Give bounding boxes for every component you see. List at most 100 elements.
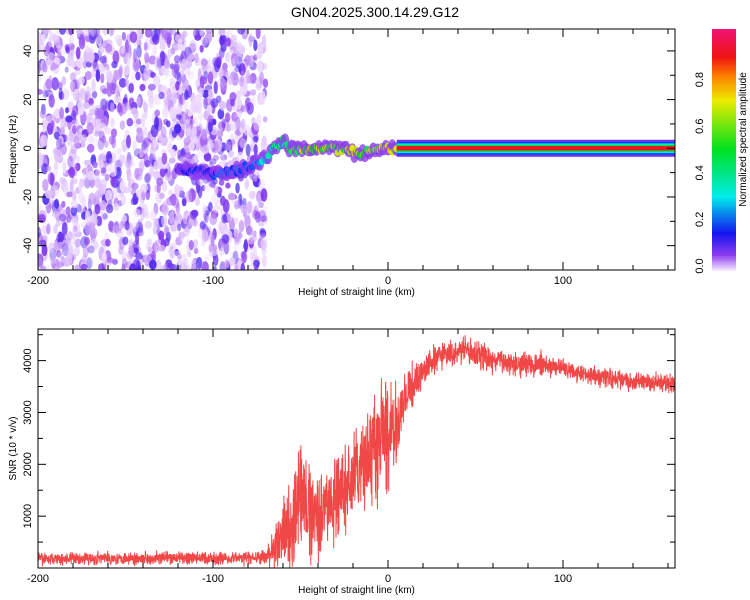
noise-blob [208, 232, 215, 246]
noise-blob [67, 168, 75, 176]
noise-blob [235, 197, 240, 210]
noise-blob [181, 58, 187, 72]
noise-blob [144, 51, 150, 64]
colorbar-tick-label: 0.8 [694, 72, 706, 87]
noise-blob [253, 39, 258, 52]
noise-blob [148, 55, 157, 65]
noise-blob [102, 29, 109, 36]
noise-blob [234, 134, 240, 144]
noise-blob [228, 120, 237, 132]
noise-blob [233, 217, 239, 225]
noise-blob [194, 52, 199, 64]
noise-blob [70, 205, 78, 217]
colorbar-segment [712, 120, 736, 124]
noise-blob [153, 239, 160, 253]
noise-blob [234, 228, 239, 242]
noise-blob [144, 220, 153, 229]
noise-blob [39, 109, 47, 119]
noise-blob [51, 210, 60, 218]
noise-blob [126, 118, 134, 127]
noise-blob [201, 261, 209, 270]
noise-blob [181, 83, 187, 92]
noise-blob [111, 187, 118, 194]
noise-blob [176, 71, 182, 86]
noise-blob [216, 129, 222, 143]
noise-blob [75, 46, 81, 60]
noise-blob [169, 77, 176, 89]
colorbar-segment [712, 173, 736, 177]
noise-blob [55, 220, 61, 227]
colorbar-segment [712, 144, 736, 148]
noise-blob [113, 69, 119, 83]
colorbar-segment [712, 245, 736, 249]
noise-blob [214, 138, 223, 153]
noise-blob [88, 108, 96, 116]
noise-blob [60, 143, 68, 155]
noise-blob [104, 127, 113, 135]
colorbar-tick-label: 0.0 [694, 258, 706, 273]
noise-blob [221, 214, 228, 224]
noise-blob [103, 260, 112, 269]
colorbar-segment [712, 154, 736, 158]
noise-blob [45, 190, 53, 199]
colorbar-segment [712, 265, 736, 269]
noise-blob [158, 230, 165, 241]
noise-blob [153, 75, 161, 87]
colorbar-segment [712, 108, 736, 112]
noise-blob [134, 167, 143, 177]
noise-blob [240, 262, 246, 270]
colorbar-segment [712, 135, 736, 139]
noise-blob [235, 182, 240, 194]
noise-blob [48, 31, 54, 43]
noise-blob [181, 30, 188, 38]
noise-blob [93, 29, 100, 38]
noise-blob [100, 73, 105, 84]
noise-blob [71, 80, 76, 91]
noise-blob [93, 242, 100, 250]
snr-line [37, 335, 676, 568]
noise-blob [231, 198, 238, 206]
noise-blob [173, 184, 180, 199]
noise-blob [50, 62, 58, 71]
colorbar-segment [712, 72, 736, 76]
colorbar-segment [712, 190, 736, 194]
colorbar-segment [712, 33, 736, 37]
noise-blob [238, 63, 246, 76]
noise-blob [53, 149, 62, 163]
noise-blob [132, 109, 139, 119]
colorbar-segment [712, 149, 736, 153]
colorbar-segment [712, 253, 736, 257]
noise-blob [96, 33, 103, 47]
noise-blob [102, 212, 108, 220]
noise-blob [132, 59, 140, 72]
noise-blob [212, 118, 217, 126]
noise-blob [149, 71, 157, 79]
colorbar-segment [712, 142, 736, 146]
noise-blob [64, 233, 69, 245]
noise-blob [173, 55, 181, 64]
noise-blob [72, 154, 81, 164]
noise-blob [179, 231, 185, 243]
noise-blob [161, 126, 167, 139]
noise-blob [116, 96, 122, 103]
colorbar-segment [712, 86, 736, 90]
colorbar-segment [712, 118, 736, 122]
colorbar-segment [712, 60, 736, 64]
noise-blob [147, 246, 153, 253]
noise-blob [92, 137, 99, 146]
colorbar-segment [712, 224, 736, 228]
noise-blob [62, 88, 69, 101]
colorbar-segment [712, 94, 736, 98]
noise-blob [191, 259, 197, 270]
noise-blob [68, 245, 74, 259]
noise-blob [207, 114, 215, 128]
noise-blob [161, 180, 168, 192]
noise-blob [54, 198, 60, 209]
x-tick-label: 0 [385, 573, 391, 585]
colorbar-tick-label: 0.4 [694, 165, 706, 180]
colorbar-segment [712, 50, 736, 54]
colorbar-segment [712, 221, 736, 225]
noise-blob [166, 29, 173, 37]
noise-blob [108, 157, 113, 166]
noise-blob [195, 179, 201, 188]
